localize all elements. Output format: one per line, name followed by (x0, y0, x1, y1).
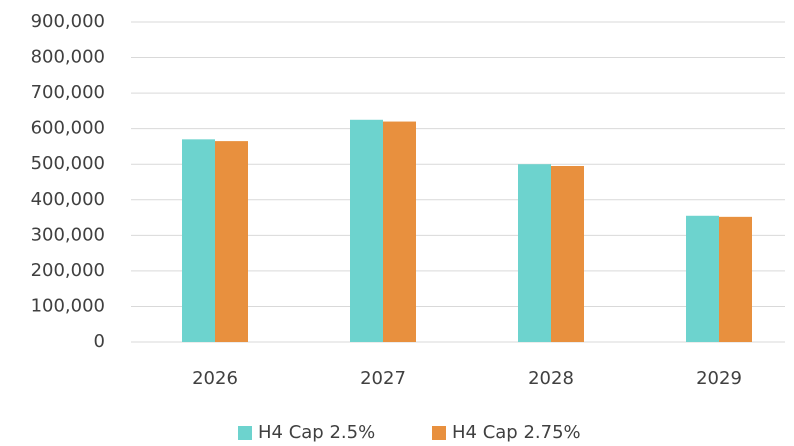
y-tick-label: 400,000 (31, 189, 105, 210)
legend-label: H4 Cap 2.75% (452, 422, 581, 443)
legend-label: H4 Cap 2.5% (258, 422, 375, 443)
bar (215, 141, 248, 342)
y-tick-label: 500,000 (31, 153, 105, 174)
y-tick-label: 900,000 (31, 11, 105, 32)
x-tick-label: 2027 (360, 368, 406, 389)
x-tick-label: 2029 (696, 368, 742, 389)
bar (719, 216, 752, 342)
y-tick-label: 0 (94, 331, 105, 352)
legend-swatch (432, 426, 446, 440)
bar (383, 121, 416, 342)
bar (686, 215, 719, 342)
y-tick-label: 300,000 (31, 224, 105, 245)
bar (350, 119, 383, 343)
y-tick-label: 600,000 (31, 118, 105, 139)
x-tick-label: 2026 (192, 368, 238, 389)
bar (551, 166, 584, 342)
y-tick-label: 100,000 (31, 295, 105, 316)
bar (518, 164, 551, 342)
x-tick-label: 2028 (528, 368, 574, 389)
y-tick-label: 200,000 (31, 260, 105, 281)
legend-swatch (238, 426, 252, 440)
y-tick-label: 800,000 (31, 47, 105, 68)
y-tick-label: 700,000 (31, 82, 105, 103)
bar (182, 139, 215, 342)
